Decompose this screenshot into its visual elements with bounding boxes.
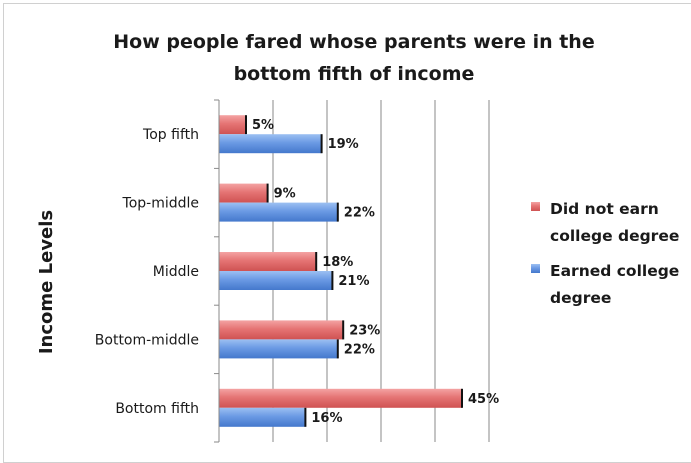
category-label: Bottom fifth <box>115 401 199 417</box>
bar-earned <box>219 339 338 359</box>
chart-frame <box>3 3 691 463</box>
value-label-layer: 5% 19% 9% 22% 18% 21% 23% 22% 45% 16% <box>252 118 499 426</box>
bar-not-earned <box>219 388 462 408</box>
category-label-layer: Top fifth Top-middle Middle Bottom-middle Bo… <box>95 127 199 417</box>
legend-swatch-not-earned <box>531 202 540 211</box>
chart-title-line-1: How people fared whose parents were in t… <box>113 31 594 53</box>
bar-earned <box>219 134 322 154</box>
value-label: 9% <box>274 187 296 202</box>
value-label: 45% <box>468 392 499 407</box>
value-label: 23% <box>349 323 380 338</box>
value-label: 5% <box>252 118 274 133</box>
y-axis-label: Income Levels <box>36 210 57 354</box>
axis-layer <box>214 99 220 443</box>
legend-swatch-earned <box>531 264 540 273</box>
bar-earned <box>219 407 306 427</box>
chart-title-line-2: bottom fifth of income <box>234 63 475 85</box>
bar-earned <box>219 271 333 290</box>
legend: Did not earn college degree Earned colle… <box>531 200 679 307</box>
legend-label-not-earned-line-1: Did not earn <box>550 200 659 218</box>
bar-layer <box>219 115 463 427</box>
value-label: 18% <box>322 255 353 270</box>
value-label: 22% <box>344 206 375 221</box>
bar-not-earned <box>219 183 268 203</box>
value-label: 22% <box>344 342 375 357</box>
value-label: 16% <box>311 411 342 426</box>
category-label: Top-middle <box>122 196 199 212</box>
legend-label-not-earned-line-2: college degree <box>550 227 679 245</box>
legend-label-earned-line-1: Earned college <box>550 262 679 280</box>
category-label: Top fifth <box>142 127 199 143</box>
value-label: 21% <box>338 274 369 289</box>
bar-earned <box>219 202 338 222</box>
bar-not-earned <box>219 252 317 271</box>
legend-label-earned-line-2: degree <box>550 289 611 307</box>
category-label: Middle <box>153 264 199 280</box>
bar-not-earned <box>219 115 246 135</box>
value-label: 19% <box>328 137 359 152</box>
category-label: Bottom-middle <box>95 332 199 348</box>
bar-not-earned <box>219 320 344 340</box>
